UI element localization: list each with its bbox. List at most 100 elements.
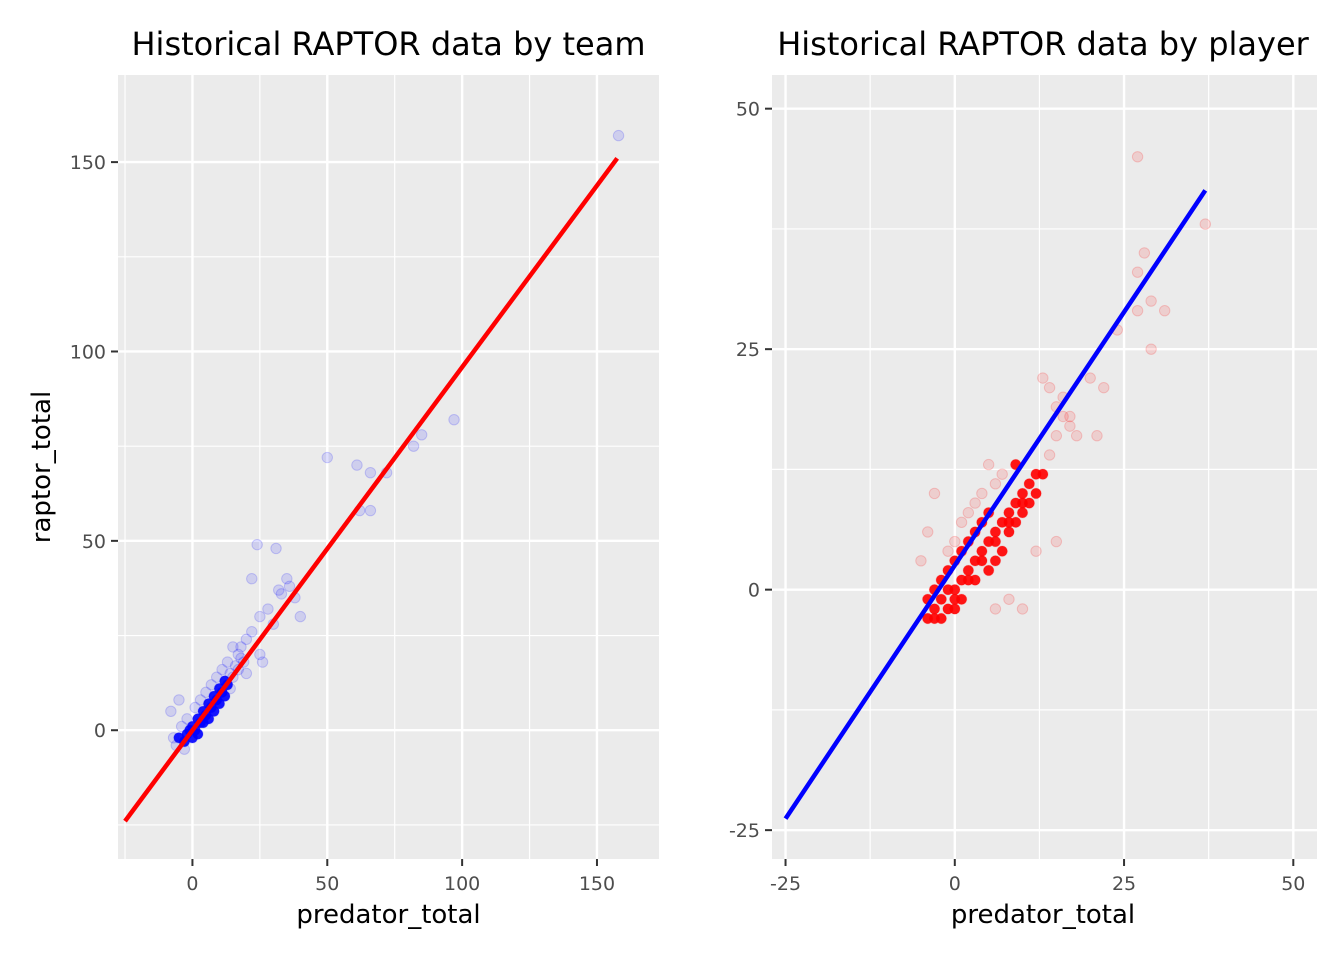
data-point-dense xyxy=(192,728,204,740)
data-point xyxy=(321,451,333,464)
data-point xyxy=(415,429,428,441)
data-point xyxy=(165,705,177,717)
data-point xyxy=(1070,430,1083,442)
data-point xyxy=(273,584,285,596)
data-point-dense xyxy=(1024,497,1035,509)
panel-player-x-axis-title: predator_total xyxy=(951,900,1135,930)
data-point-dense xyxy=(203,713,214,725)
y-tick-label: 0 xyxy=(748,580,760,602)
data-point-dense xyxy=(929,613,940,624)
data-point xyxy=(1050,535,1063,548)
data-point xyxy=(251,538,263,551)
data-point xyxy=(240,633,253,646)
data-point xyxy=(221,656,234,668)
panel-team-x-axis-title: predator_total xyxy=(296,900,480,930)
y-tick-label: 100 xyxy=(70,341,106,363)
data-point xyxy=(1043,449,1056,461)
data-point-dense xyxy=(956,594,967,605)
data-point-dense xyxy=(990,526,1001,538)
trend-line xyxy=(123,156,620,823)
data-point xyxy=(275,588,288,600)
trend-line xyxy=(783,189,1208,820)
data-point xyxy=(922,526,934,538)
x-tick-label: 50 xyxy=(315,873,339,895)
x-tick-label: 0 xyxy=(186,873,198,895)
data-point-dense xyxy=(1017,488,1028,499)
data-point xyxy=(1064,420,1076,432)
data-point xyxy=(216,663,228,676)
panel-player-title: Historical RAPTOR data by player xyxy=(777,25,1309,63)
data-point xyxy=(235,641,247,653)
data-point xyxy=(1050,430,1063,442)
y-tick-label: 50 xyxy=(736,99,760,121)
data-point xyxy=(294,610,307,623)
data-point xyxy=(989,478,1002,490)
data-point xyxy=(1016,603,1029,615)
data-point-dense xyxy=(1010,517,1021,528)
data-point xyxy=(1003,593,1015,605)
data-point xyxy=(1098,381,1110,394)
x-tick-label: 25 xyxy=(1112,873,1136,895)
data-point xyxy=(364,466,377,479)
data-point xyxy=(976,487,988,500)
data-point xyxy=(181,713,193,725)
data-point xyxy=(1158,304,1171,317)
data-point xyxy=(1131,266,1144,278)
data-point-dense xyxy=(949,603,960,615)
panel-player-points xyxy=(915,151,1211,625)
data-point xyxy=(1030,545,1042,557)
data-point xyxy=(1037,372,1049,384)
panel-player-background xyxy=(772,75,1317,859)
data-point xyxy=(915,555,927,567)
panel-team-y-axis-title: raptor_total xyxy=(27,391,57,543)
data-point xyxy=(962,506,975,519)
data-point-dense xyxy=(942,584,954,595)
panel-team-ticks: 0 50 100 150 0 50 100 150 xyxy=(70,152,615,895)
data-point xyxy=(1064,410,1076,423)
data-point xyxy=(281,573,293,585)
data-point-dense xyxy=(1017,507,1028,518)
data-point xyxy=(1145,343,1157,355)
data-point xyxy=(283,580,296,593)
panel-player-chart: -25 0 25 50 -25 0 25 50 Historical RAPTOR data … xyxy=(729,25,1317,930)
panel-player-trend-line xyxy=(783,189,1208,820)
data-point xyxy=(996,468,1008,480)
data-point-dense xyxy=(1024,478,1035,490)
data-point xyxy=(989,603,1002,615)
data-point-dense xyxy=(976,555,988,566)
data-point xyxy=(1043,381,1056,394)
data-point xyxy=(1138,247,1151,259)
data-point-dense xyxy=(963,565,974,576)
panel-team-chart: 0 50 100 150 0 50 100 150 Historical RAPTOR dat… xyxy=(27,25,659,930)
data-point xyxy=(364,504,377,517)
data-point xyxy=(1131,304,1144,317)
data-point xyxy=(227,641,239,653)
data-point-dense xyxy=(996,545,1008,557)
data-point xyxy=(1091,430,1103,442)
data-point xyxy=(407,440,420,452)
data-point-dense xyxy=(990,555,1001,566)
data-point-dense xyxy=(1003,526,1015,538)
data-point xyxy=(256,656,269,668)
data-point-dense xyxy=(208,706,220,717)
data-point-dense xyxy=(990,536,1001,547)
data-point xyxy=(270,542,282,555)
x-tick-label: 50 xyxy=(1281,873,1305,895)
data-point xyxy=(173,694,185,706)
data-point xyxy=(246,573,258,585)
panel-team-title: Historical RAPTOR data by team xyxy=(131,25,645,63)
y-tick-label: 25 xyxy=(736,339,760,361)
y-tick-label: 0 xyxy=(94,720,106,742)
x-tick-label: 150 xyxy=(579,873,615,895)
panel-player-ticks: -25 0 25 50 -25 0 25 50 xyxy=(729,99,1305,895)
data-point xyxy=(949,535,961,548)
panel-team-trend-line xyxy=(123,156,620,823)
data-point xyxy=(232,648,244,661)
panel-player-gridlines xyxy=(772,75,1317,859)
data-point xyxy=(254,610,266,623)
data-point xyxy=(982,458,995,471)
data-point xyxy=(254,648,266,661)
data-point-dense xyxy=(976,545,988,557)
data-point-dense xyxy=(1037,469,1049,480)
data-point xyxy=(448,413,460,426)
